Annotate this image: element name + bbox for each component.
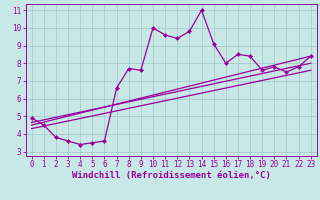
- X-axis label: Windchill (Refroidissement éolien,°C): Windchill (Refroidissement éolien,°C): [72, 171, 271, 180]
